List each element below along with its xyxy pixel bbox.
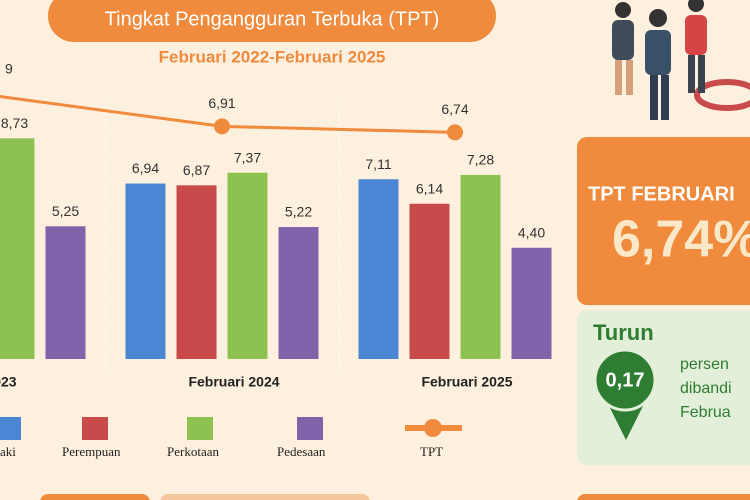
legend-swatch — [82, 417, 108, 440]
bar — [358, 179, 399, 359]
chart-subtitle: Februari 2022-Februari 2025 — [159, 47, 386, 66]
footer-strip — [577, 494, 750, 500]
value-label: 7,11 — [365, 156, 391, 172]
footer-strip — [160, 494, 370, 500]
title-pill — [48, 0, 496, 42]
legend-label: aki — [0, 444, 16, 459]
change-title: Turun — [593, 320, 654, 345]
x-tick-label: 2023 — [0, 374, 17, 390]
change-text: dibandi — [680, 380, 732, 397]
bar — [409, 203, 450, 359]
value-label: 6,74 — [441, 101, 468, 117]
bar — [227, 172, 268, 359]
summary-box — [577, 137, 750, 305]
value-label: 5,25 — [52, 203, 79, 219]
bar — [45, 226, 86, 359]
panel-value: 6,74% — [612, 211, 750, 269]
bar — [278, 227, 319, 359]
value-label: 6,91 — [208, 95, 235, 111]
change-text: Februa — [680, 404, 731, 421]
legend-swatch — [187, 417, 213, 440]
bar — [511, 247, 552, 359]
change-text: persen — [680, 356, 729, 373]
value-label: 7,37 — [234, 149, 261, 165]
annotation: 9 — [5, 61, 13, 77]
value-label: 6,87 — [183, 162, 210, 178]
value-label: 6,94 — [132, 160, 159, 176]
chart-title: Tingkat Pengangguran Terbuka (TPT) — [105, 8, 440, 30]
bar — [125, 183, 166, 359]
change-value: 0,17 — [606, 369, 645, 391]
bar — [176, 185, 217, 359]
change-badge — [593, 348, 657, 412]
legend-dot — [424, 419, 442, 437]
illustration — [612, 0, 750, 120]
x-tick-label: Februari 2025 — [421, 374, 512, 390]
bar — [460, 174, 501, 359]
line-point — [214, 118, 230, 135]
legend-label: Perempuan — [62, 444, 121, 459]
legend-swatch — [297, 417, 323, 440]
legend-label: Perkotaan — [167, 444, 219, 459]
panel-heading: TPT FEBRUARI — [588, 183, 735, 205]
bar — [0, 138, 35, 359]
x-tick-label: Februari 2024 — [188, 374, 279, 390]
value-label: 5,22 — [285, 204, 312, 220]
value-label: 6,14 — [416, 180, 443, 196]
value-label: 4,40 — [518, 224, 545, 240]
line-point — [447, 124, 463, 141]
footer-strip — [40, 494, 150, 500]
value-label: 8,73 — [1, 115, 28, 131]
value-label: 7,28 — [467, 152, 494, 168]
legend-label: Pedesaan — [277, 444, 326, 459]
legend-label: TPT — [420, 444, 443, 459]
legend-swatch — [0, 417, 21, 440]
